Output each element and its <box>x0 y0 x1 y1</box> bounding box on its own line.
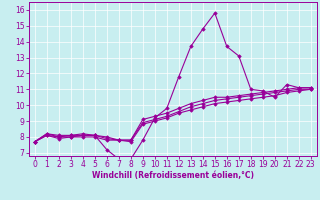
X-axis label: Windchill (Refroidissement éolien,°C): Windchill (Refroidissement éolien,°C) <box>92 171 254 180</box>
